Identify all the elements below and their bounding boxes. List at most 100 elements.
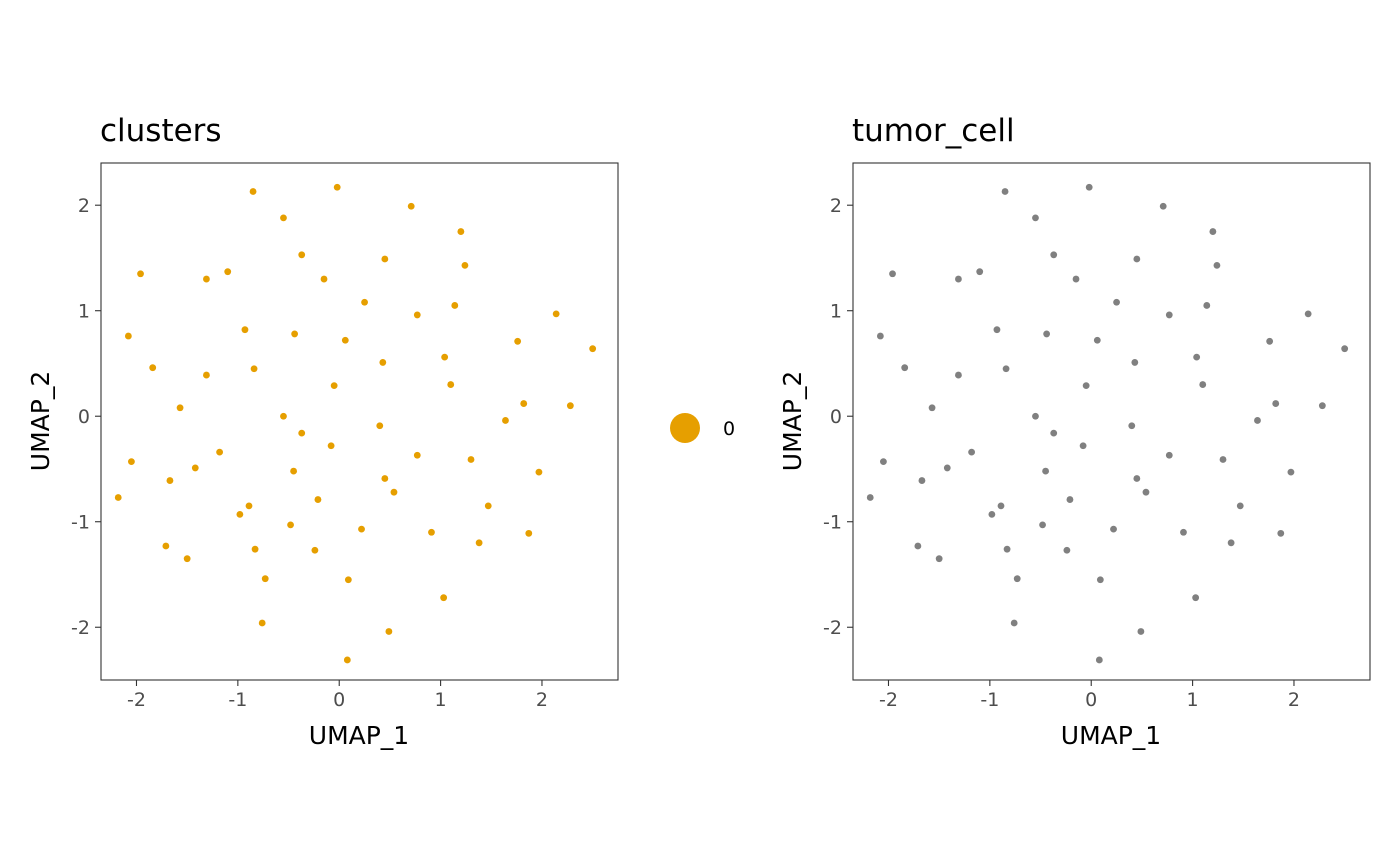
scatter-point — [988, 510, 996, 518]
scatter-point — [361, 298, 368, 306]
scatter-point — [993, 326, 1001, 334]
x-tick-label: -1 — [228, 689, 247, 711]
scatter-point — [451, 302, 459, 309]
y-tick-label: 2 — [78, 195, 90, 217]
scatter-point — [1203, 302, 1211, 309]
scatter-point — [1066, 496, 1074, 503]
scatter-point — [390, 488, 398, 496]
scatter-point — [381, 255, 389, 263]
x-tick-label: -2 — [879, 689, 898, 711]
scatter-point — [589, 345, 597, 353]
scatter-point — [1032, 214, 1039, 222]
scatter-point — [1213, 261, 1221, 269]
scatter-point — [1165, 451, 1173, 459]
scatter-point — [484, 502, 492, 510]
scatter-point — [250, 365, 258, 373]
x-tick-label: 2 — [1288, 689, 1300, 711]
x-tick-label: 0 — [1085, 689, 1097, 711]
scatter-point — [1341, 345, 1349, 353]
scatter-point — [447, 381, 455, 388]
scatter-point — [1110, 525, 1117, 533]
scatter-point — [381, 475, 389, 482]
scatter-point — [502, 417, 509, 424]
y-tick-label: -2 — [71, 617, 90, 639]
scatter-point — [376, 422, 384, 430]
scatter-point — [1072, 275, 1080, 283]
scatter-point — [330, 382, 338, 390]
scatter-point — [1199, 381, 1207, 388]
panel-title: clusters — [100, 113, 222, 149]
scatter-point — [866, 494, 874, 501]
scatter-point — [1063, 546, 1071, 554]
scatter-point — [251, 545, 259, 553]
scatter-point — [241, 326, 249, 334]
scatter-point — [1137, 628, 1145, 635]
scatter-point — [280, 412, 287, 420]
scatter-point — [183, 555, 191, 563]
scatter-point — [955, 275, 962, 283]
scatter-point — [889, 270, 896, 278]
legend: 0 — [670, 413, 735, 443]
scatter-point — [407, 202, 415, 210]
scatter-point — [236, 510, 244, 518]
x-tick-label: -2 — [127, 689, 146, 711]
scatter-point — [457, 228, 465, 235]
scatter-point — [298, 429, 306, 437]
scatter-point — [525, 529, 533, 537]
scatter-point — [1002, 365, 1010, 373]
scatter-point — [298, 251, 306, 259]
scatter-point — [341, 336, 349, 344]
scatter-point — [1219, 456, 1227, 463]
scatter-point — [261, 575, 269, 583]
scatter-point — [287, 521, 294, 529]
scatter-point — [1277, 529, 1285, 537]
x-tick-label: 0 — [333, 689, 345, 711]
scatter-point — [320, 275, 328, 283]
scatter-point — [566, 402, 574, 410]
scatter-point — [901, 364, 909, 372]
scatter-point — [249, 188, 257, 195]
x-axis-title: UMAP_1 — [1061, 721, 1161, 750]
scatter-points — [866, 183, 1349, 664]
tumor-cell-panel: tumor_cell -2 -1 0 1 2 -2 -1 0 1 2 UMAP_1 UMAP_2 — [778, 113, 1371, 750]
scatter-point — [535, 468, 543, 476]
scatter-point — [955, 371, 962, 379]
scatter-point — [1272, 400, 1280, 407]
y-axis: -2 -1 0 1 2 — [823, 195, 853, 639]
y-tick-label: -2 — [823, 617, 842, 639]
scatter-point — [1042, 467, 1050, 475]
scatter-point — [137, 270, 144, 278]
x-axis-title: UMAP_1 — [309, 721, 409, 750]
y-tick-label: 0 — [830, 406, 842, 428]
scatter-point — [203, 275, 210, 283]
x-tick-label: 1 — [1187, 689, 1199, 711]
scatter-point — [997, 502, 1005, 510]
scatter-point — [1113, 298, 1120, 306]
scatter-point — [379, 359, 387, 366]
scatter-point — [1165, 311, 1173, 319]
plot-area-border — [852, 162, 1371, 681]
scatter-point — [114, 494, 122, 501]
scatter-point — [280, 214, 287, 222]
scatter-point — [290, 467, 298, 475]
scatter-point — [1085, 183, 1093, 191]
scatter-point — [1003, 545, 1011, 553]
y-tick-label: 2 — [830, 195, 842, 217]
scatter-point — [327, 442, 335, 450]
scatter-point — [162, 542, 170, 550]
scatter-point — [291, 330, 299, 338]
scatter-point — [1001, 188, 1009, 195]
scatter-point — [1093, 336, 1101, 344]
y-tick-label: 1 — [830, 301, 842, 323]
scatter-point — [1318, 402, 1326, 410]
legend-label-0: 0 — [723, 418, 735, 440]
scatter-point — [1096, 576, 1104, 584]
scatter-point — [245, 502, 253, 510]
scatter-point — [1304, 310, 1312, 318]
y-tick-label: -1 — [823, 512, 842, 534]
scatter-point — [475, 539, 483, 547]
scatter-point — [918, 477, 926, 484]
scatter-point — [124, 332, 132, 340]
scatter-point — [428, 528, 435, 536]
